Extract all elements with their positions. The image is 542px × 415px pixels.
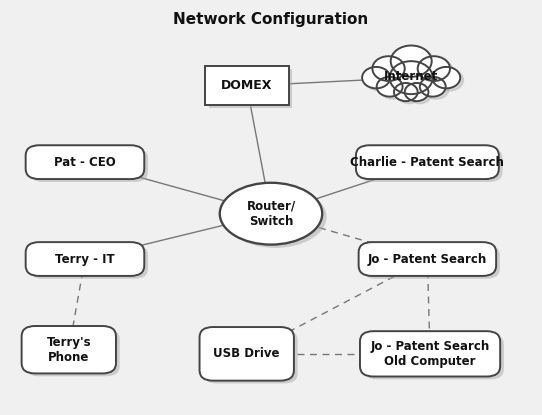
Text: DOMEX: DOMEX [221, 79, 273, 93]
Circle shape [435, 69, 463, 91]
Text: Terry's
Phone: Terry's Phone [47, 336, 91, 364]
FancyBboxPatch shape [364, 334, 504, 379]
FancyBboxPatch shape [359, 242, 496, 276]
Text: Terry - IT: Terry - IT [55, 253, 115, 266]
FancyBboxPatch shape [25, 242, 144, 276]
FancyBboxPatch shape [360, 331, 500, 376]
Text: USB Drive: USB Drive [214, 347, 280, 360]
Ellipse shape [224, 186, 326, 248]
FancyBboxPatch shape [356, 145, 499, 179]
Circle shape [423, 79, 449, 99]
Circle shape [408, 85, 431, 104]
Circle shape [390, 61, 433, 94]
FancyBboxPatch shape [360, 148, 502, 182]
Circle shape [432, 67, 460, 88]
FancyBboxPatch shape [199, 327, 294, 381]
Circle shape [418, 56, 450, 81]
Circle shape [394, 83, 418, 101]
Circle shape [372, 56, 405, 81]
Text: Internet: Internet [384, 69, 438, 83]
Text: Pat - CEO: Pat - CEO [54, 156, 116, 168]
Ellipse shape [220, 183, 322, 244]
FancyBboxPatch shape [25, 329, 120, 376]
FancyBboxPatch shape [203, 330, 298, 383]
FancyBboxPatch shape [25, 145, 144, 179]
Circle shape [362, 67, 390, 88]
Circle shape [420, 77, 446, 97]
Circle shape [421, 59, 453, 83]
Text: Charlie - Patent Search: Charlie - Patent Search [351, 156, 504, 168]
Text: Network Configuration: Network Configuration [173, 12, 369, 27]
Circle shape [391, 46, 431, 77]
FancyBboxPatch shape [29, 245, 148, 279]
Circle shape [377, 77, 403, 97]
Circle shape [365, 69, 393, 91]
Circle shape [394, 48, 435, 79]
FancyBboxPatch shape [22, 326, 116, 374]
Circle shape [405, 83, 429, 101]
FancyBboxPatch shape [29, 148, 148, 182]
FancyBboxPatch shape [363, 245, 500, 279]
Circle shape [397, 85, 421, 104]
Text: Jo - Patent Search
Old Computer: Jo - Patent Search Old Computer [370, 340, 489, 368]
FancyBboxPatch shape [209, 69, 292, 108]
Text: Jo - Patent Search: Jo - Patent Search [368, 253, 487, 266]
FancyBboxPatch shape [205, 66, 288, 105]
Circle shape [380, 79, 406, 99]
Circle shape [376, 59, 408, 83]
Circle shape [393, 63, 436, 97]
Text: Router/
Switch: Router/ Switch [247, 200, 295, 228]
